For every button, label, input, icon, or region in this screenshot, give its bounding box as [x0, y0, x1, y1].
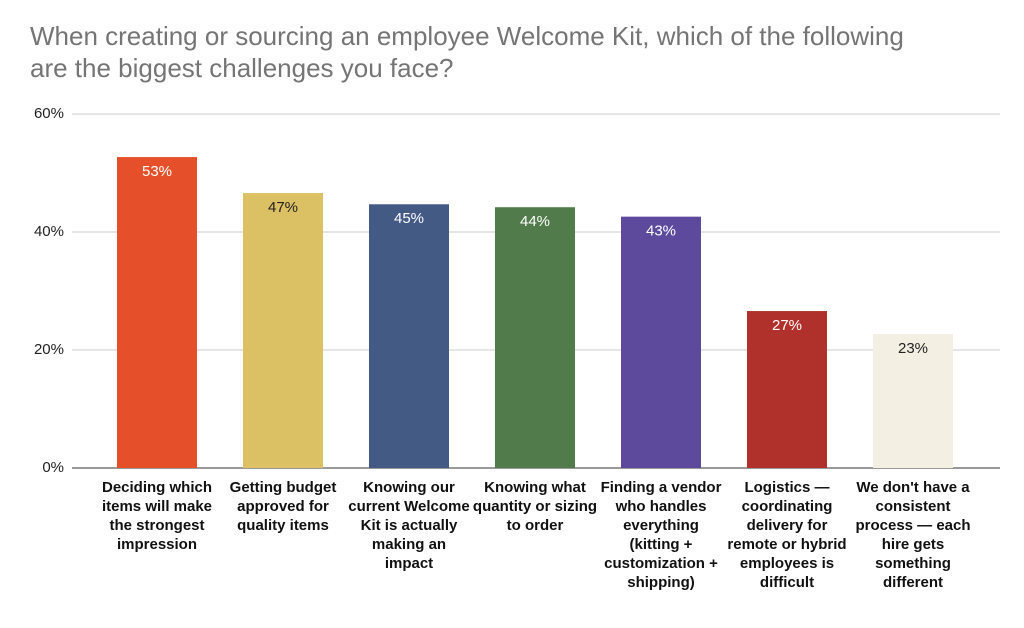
value-label: 45%	[394, 210, 424, 227]
value-label: 53%	[142, 163, 172, 180]
bar	[621, 216, 701, 468]
bar	[495, 207, 575, 468]
value-label: 44%	[520, 213, 550, 230]
bar	[873, 334, 953, 468]
y-tick-label: 0%	[42, 459, 64, 476]
x-tick-label: Getting budget approved for quality item…	[229, 479, 337, 534]
chart-title: When creating or sourcing an employee We…	[30, 21, 904, 83]
bar	[747, 311, 827, 468]
bar	[243, 193, 323, 468]
x-tick-label: We don't have a consistent process — eac…	[855, 479, 971, 591]
x-tick-label: Knowing what quantity or sizing to order	[472, 479, 598, 534]
x-tick-label: Knowing our current Welcome Kit is actua…	[348, 479, 470, 572]
x-tick-label: Finding a vendor who handles everything …	[600, 479, 722, 591]
value-label: 27%	[772, 317, 802, 334]
x-tick-label: Deciding which items will make the stron…	[101, 479, 213, 553]
bar	[117, 157, 197, 468]
y-tick-label: 20%	[34, 341, 64, 358]
value-label: 43%	[646, 223, 676, 240]
value-label: 47%	[268, 199, 298, 216]
x-tick-label: Logistics — coordinating delivery for re…	[727, 479, 847, 591]
bar	[369, 204, 449, 468]
y-tick-label: 40%	[34, 223, 64, 240]
value-label: 23%	[898, 340, 928, 357]
y-tick-label: 60%	[34, 105, 64, 122]
